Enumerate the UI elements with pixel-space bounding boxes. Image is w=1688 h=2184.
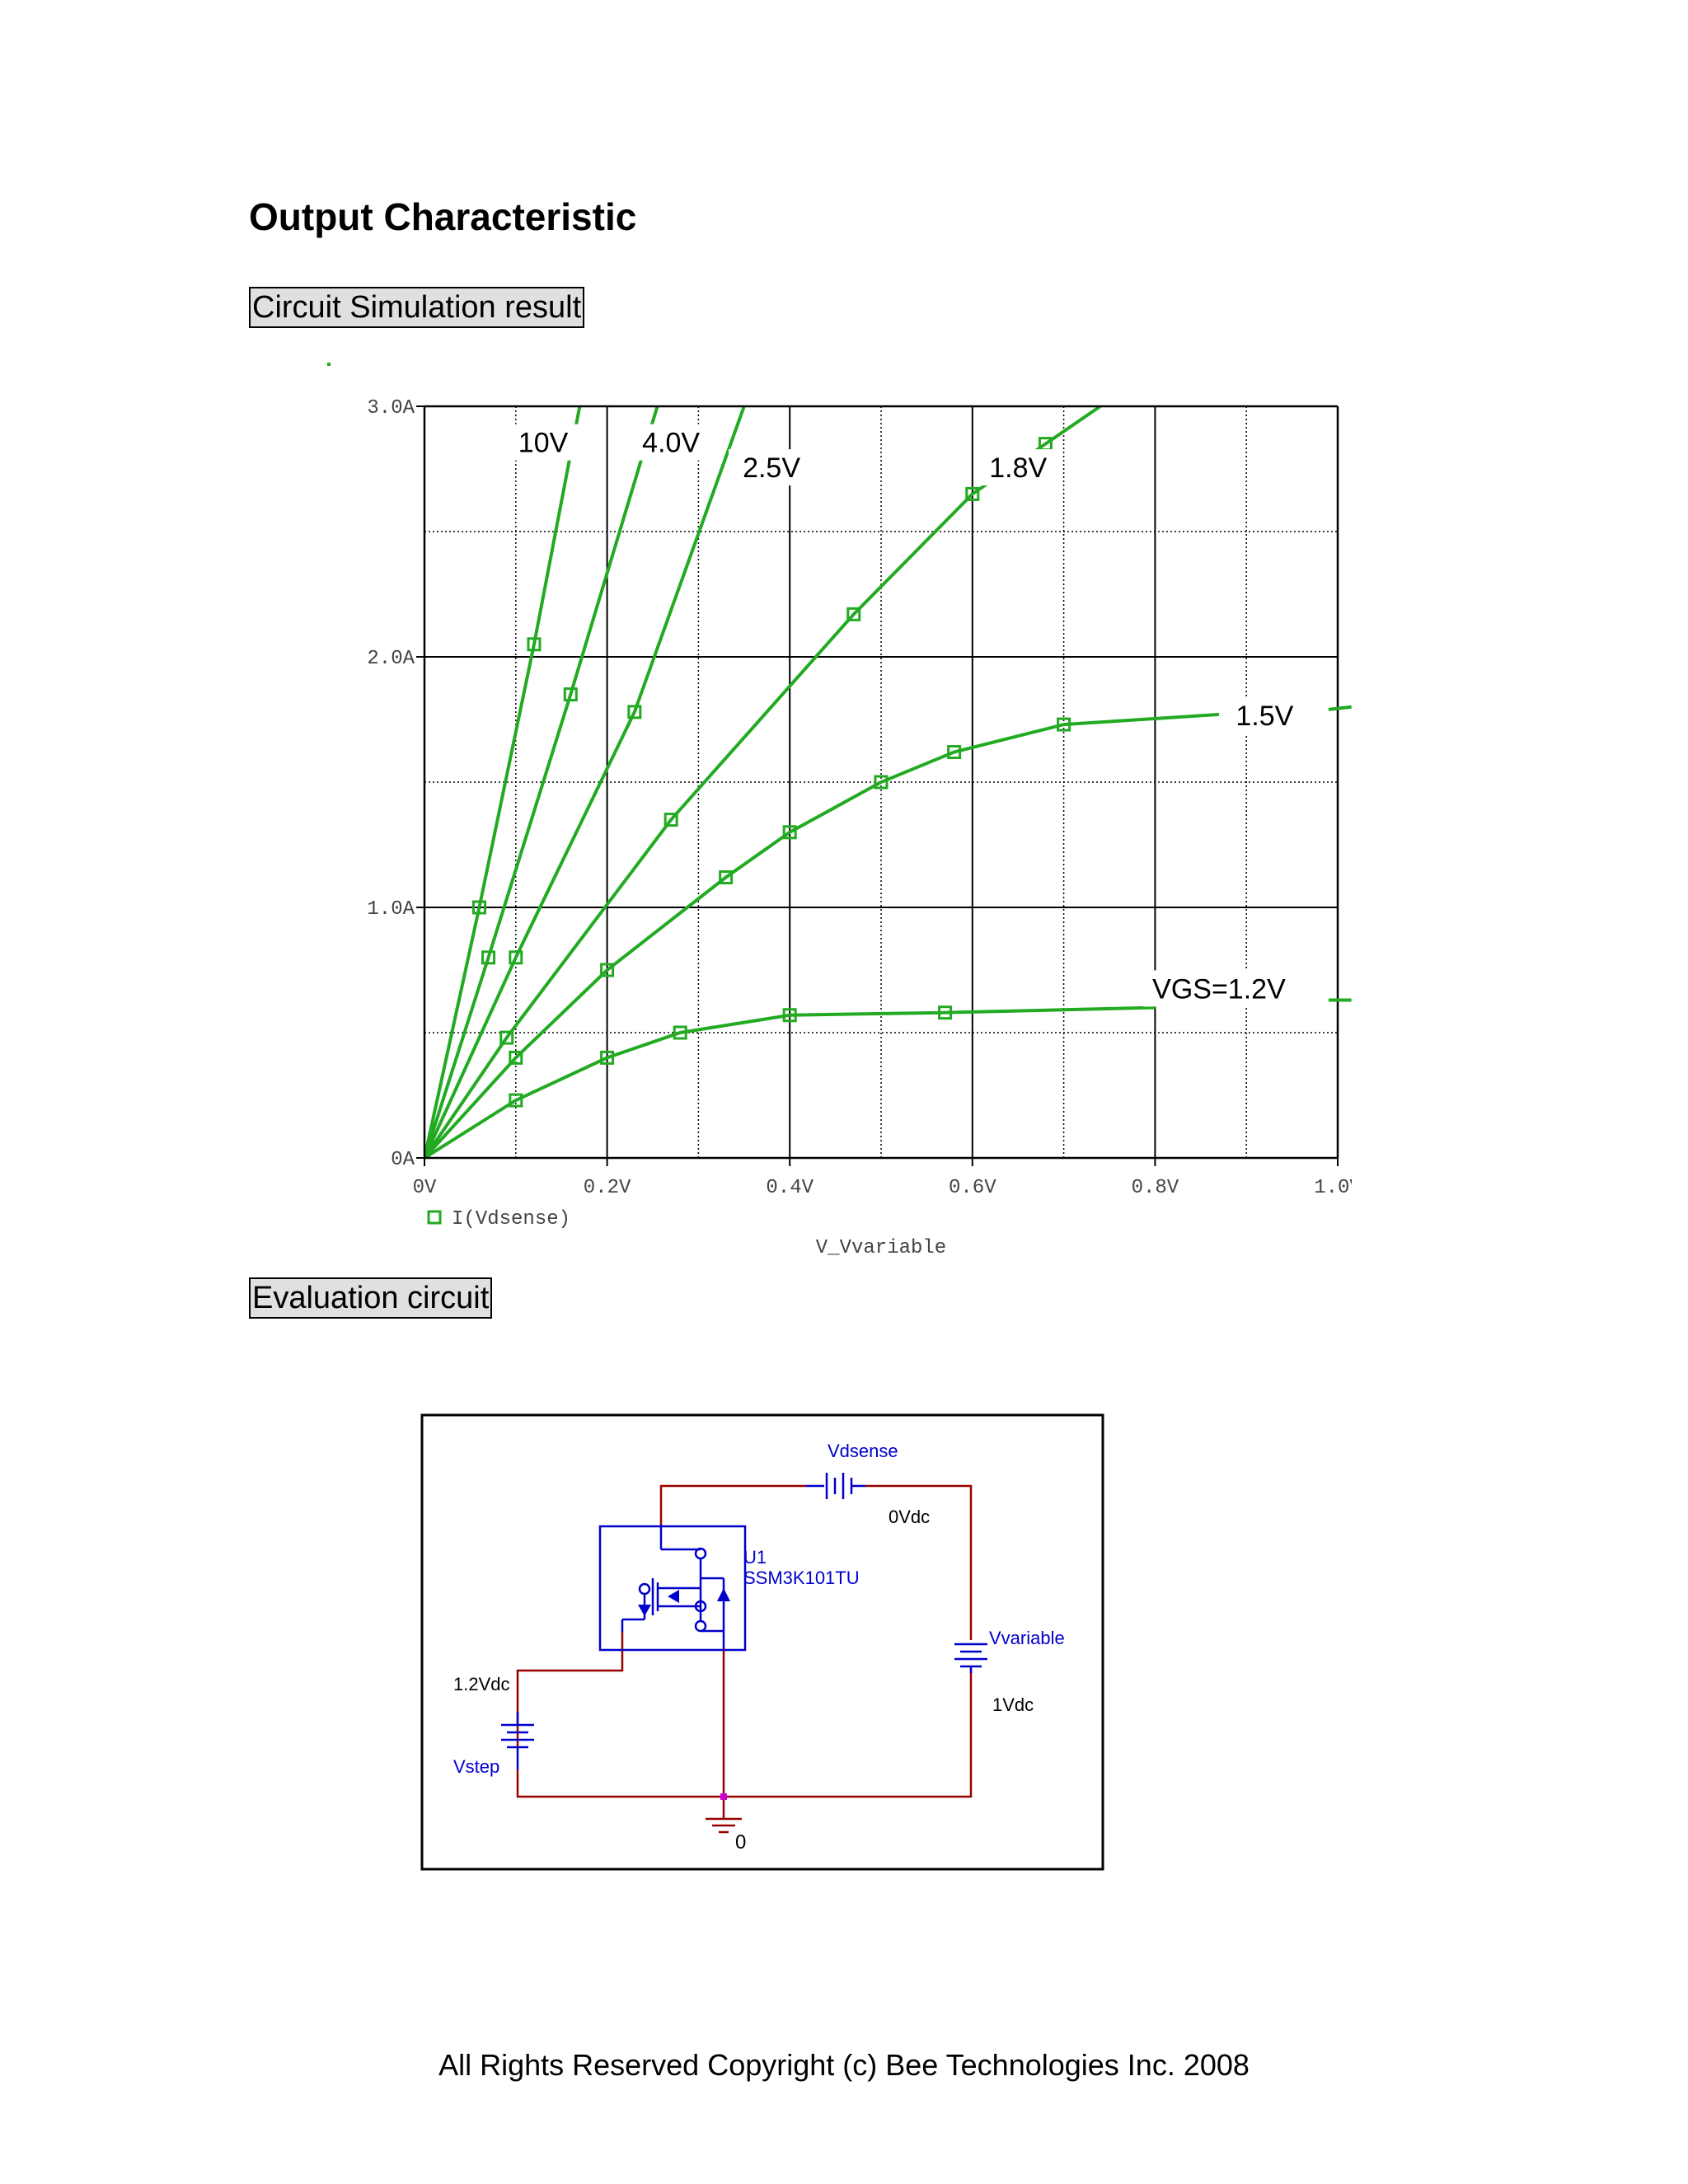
vstep-name-label: Vstep: [453, 1756, 499, 1777]
vdsense-name-label: Vdsense: [828, 1441, 898, 1461]
curve-annotation-label: 4.0V: [642, 428, 700, 459]
circuit-border: [420, 1413, 1104, 1871]
x-tick-label: 0.2V: [584, 1177, 631, 1199]
curve-annotation-label: 10V: [518, 428, 569, 459]
x-tick-label: 0.8V: [1132, 1177, 1179, 1199]
x-tick-label: 1.0V: [1314, 1177, 1352, 1199]
series-line-6: [424, 1005, 1156, 1158]
series-marker: [481, 950, 496, 965]
series-marker: [719, 870, 734, 885]
ground-node-marker: [720, 1793, 727, 1800]
x-tick-label: 0.4V: [766, 1177, 814, 1199]
chart-labels: 0V 0.2V 0.4V 0.6V 0.8V 1.0V 0A 1.0A 2.0A 3.0A 10V 4…: [327, 363, 1352, 1259]
mosfet-symbol: [598, 1525, 747, 1652]
vdsense-source-icon: [806, 1473, 865, 1499]
output-characteristic-chart: 0V 0.2V 0.4V 0.6V 0.8V 1.0V 0A 1.0A 2.0A 3.0A 10V 4…: [327, 363, 1352, 1259]
gate-zener-icon: [638, 1605, 651, 1616]
series-line-2: [424, 406, 659, 1158]
series-stub-1-5v: [1328, 705, 1352, 711]
series-marker: [1057, 717, 1071, 732]
annotation-bg: [509, 424, 579, 461]
mosfet-body-box: [598, 1525, 747, 1652]
series-marker: [563, 687, 578, 702]
series-group: [424, 406, 1220, 1158]
x-tick-label: 0.6V: [949, 1177, 996, 1199]
wire-bottom-return: [516, 1669, 973, 1798]
series-marker: [846, 607, 861, 621]
series-line-3: [424, 406, 746, 1158]
series-marker: [947, 745, 962, 760]
legend-label: I(Vdsense): [452, 1208, 570, 1230]
page-title: Output Characteristic: [249, 195, 637, 238]
series-marker: [663, 813, 678, 827]
vstep-source-icon: [501, 1712, 534, 1769]
section-circuit-heading: Evaluation circuit: [249, 1277, 493, 1319]
vvariable-source-icon: [954, 1643, 987, 1673]
series-marker: [782, 825, 797, 840]
stray-dot: [327, 363, 331, 366]
wire-drain-to-vdsense: [659, 1484, 806, 1525]
series-marker: [874, 775, 889, 790]
part-ref-label: U1: [743, 1547, 767, 1568]
annotation-bg: [975, 449, 1062, 486]
curve-annotation-label: VGS=1.2V: [1152, 973, 1286, 1005]
curve-annotation-label: 2.5V: [743, 452, 800, 484]
x-axis-label: V_Vvariable: [816, 1237, 946, 1259]
series-marker: [600, 1050, 615, 1065]
series-marker: [600, 963, 615, 977]
series-marker: [673, 1025, 687, 1040]
ground-icon: [706, 1817, 742, 1834]
chart-series: [424, 406, 1220, 1158]
series-marker: [782, 1008, 797, 1023]
series-marker: [938, 1005, 953, 1020]
series-line-4: [424, 406, 1102, 1158]
chart-axes: [416, 405, 1339, 1166]
part-name-label: SSM3K101TU: [743, 1568, 860, 1588]
ground-label: 0: [735, 1831, 746, 1854]
curve-annotation-label: 1.5V: [1236, 701, 1293, 732]
series-marker: [499, 1030, 514, 1045]
series-line-1: [424, 406, 582, 1158]
channel-arrow-icon: [668, 1590, 679, 1603]
vvariable-value-label: 1Vdc: [992, 1694, 1034, 1715]
series-marker: [965, 486, 980, 501]
vdsense-value-label: 0Vdc: [889, 1507, 930, 1527]
legend-marker-icon: [427, 1210, 442, 1225]
series-marker: [527, 637, 542, 652]
annotation-bg: [729, 449, 815, 486]
curve-annotation-label: 1.8V: [989, 452, 1047, 484]
annotation-bg: [628, 424, 715, 461]
vvariable-name-label: Vvariable: [989, 1628, 1065, 1648]
evaluation-circuit-diagram: U1 SSM3K101TU Vdsense 0Vdc Vvariable 1Vd…: [420, 1413, 1104, 1871]
wire-vdsense-to-vvariable: [865, 1484, 973, 1640]
y-tick-label: 0A: [391, 1149, 415, 1171]
series-marker: [627, 705, 642, 719]
series-marker: [509, 1093, 523, 1108]
annotation-bg: [1142, 970, 1295, 1007]
y-tick-label: 2.0A: [367, 648, 415, 670]
body-diode-icon: [717, 1588, 730, 1601]
annotation-bg: [1221, 697, 1308, 734]
y-tick-label: 3.0A: [367, 397, 415, 419]
copyright-footer: All Rights Reserved Copyright (c) Bee Te…: [438, 2048, 1250, 2082]
section-simulation-heading: Circuit Simulation result: [249, 287, 585, 328]
series-marker: [509, 1050, 523, 1065]
y-tick-label: 1.0A: [367, 898, 415, 921]
wire-vstep-to-gate: [516, 1632, 624, 1747]
x-tick-label: 0V: [413, 1177, 437, 1199]
vstep-value-label: 1.2Vdc: [453, 1674, 510, 1694]
circuit-wires: [516, 1484, 973, 1819]
series-marker: [471, 900, 486, 915]
series-line-5: [424, 712, 1220, 1158]
series-marker: [509, 950, 523, 965]
mosfet-diodes: [638, 1588, 730, 1616]
